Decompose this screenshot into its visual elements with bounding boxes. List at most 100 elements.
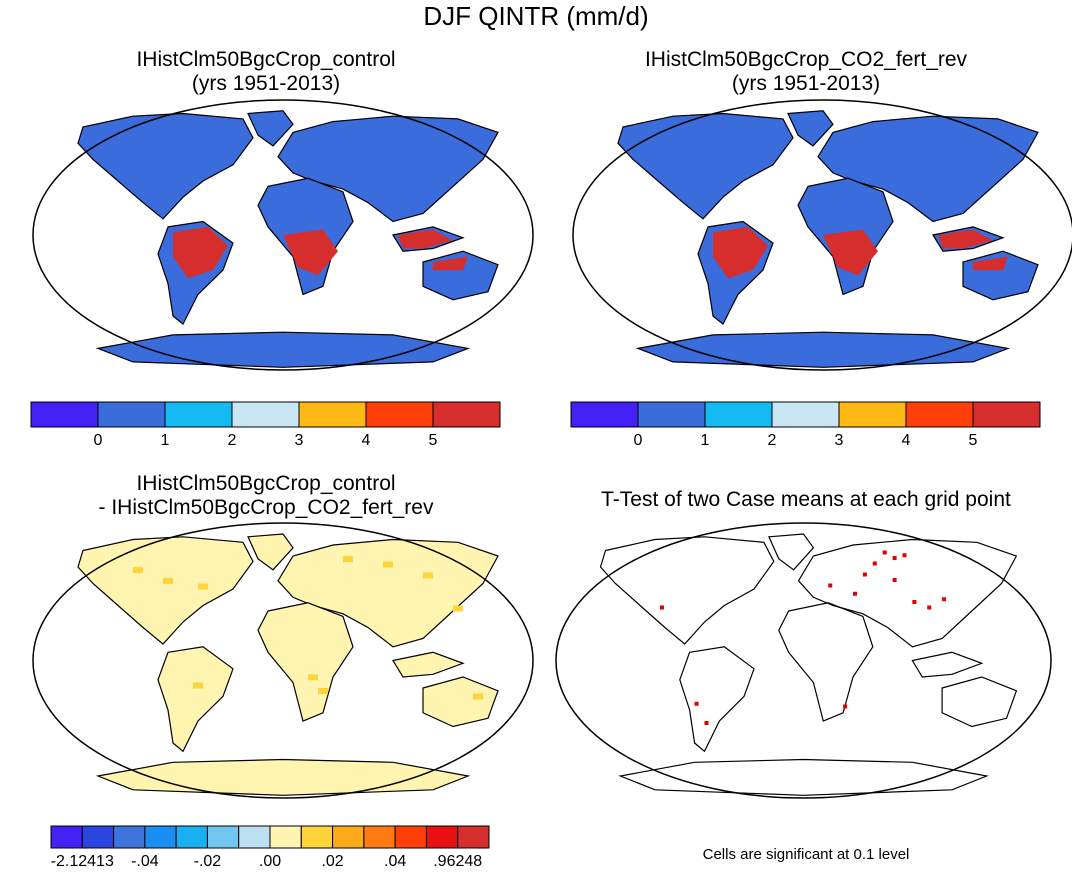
field-colorbar-right-tick-label: 3 xyxy=(835,432,844,449)
field-colorbar-left-tick-label: 3 xyxy=(295,432,304,449)
panel-3-maritime-asia xyxy=(392,651,465,678)
difference-colorbar-swatch-12 xyxy=(425,825,459,849)
panel-2-amazon-high xyxy=(713,226,768,279)
field-colorbar-right-tick-label: 0 xyxy=(634,432,643,449)
panel-1-central-africa-high xyxy=(283,229,338,276)
field-colorbar-left-tick-label: 2 xyxy=(228,432,237,449)
field-colorbar-right-tick-label: 1 xyxy=(701,432,710,449)
field-colorbar-right-swatch-4 xyxy=(838,401,907,428)
panel-2-map xyxy=(572,99,1072,371)
difference-colorbar-swatch-7 xyxy=(269,825,302,849)
field-colorbar-right-tick-label: 2 xyxy=(768,432,777,449)
panel-4-sig-cell-1 xyxy=(892,556,897,560)
panel-3-map xyxy=(32,522,534,799)
field-colorbar-right-tick-label: 4 xyxy=(902,432,911,449)
panel-2-outline xyxy=(572,99,1072,371)
difference-colorbar-tick-label: .02 xyxy=(321,853,343,870)
panel-4-sig-cell-8 xyxy=(942,597,947,602)
panel-3-anomaly-10 xyxy=(473,693,483,700)
difference-colorbar: -2.12413 -.04 -.02 .00 .02 .04 .96248 xyxy=(50,825,490,870)
panel-4-sig-cell-2 xyxy=(902,553,907,558)
panel-1-title: IHistClm50BgcCrop_control (yrs 1951-2013… xyxy=(66,48,466,96)
panel-4-sig-cell-7 xyxy=(927,605,932,610)
panel-4-map xyxy=(555,522,1052,799)
panel-4-outline xyxy=(555,522,1052,799)
panel-3-greenland xyxy=(247,533,294,571)
panel-1-greenland xyxy=(247,110,294,147)
field-colorbar-left-swatch-1 xyxy=(97,401,166,428)
panel-3-anomaly-2 xyxy=(198,583,208,590)
panel-3-anomaly-5 xyxy=(423,572,433,579)
difference-colorbar-tick-label: -.02 xyxy=(194,853,222,870)
panel-4-sig-cell-10 xyxy=(862,572,867,577)
field-colorbar-right-swatch-1 xyxy=(637,401,706,428)
panel-3-australia xyxy=(422,676,499,728)
difference-colorbar-swatch-8 xyxy=(300,825,334,849)
panel-2-greenland xyxy=(787,110,834,147)
panel-4-greenland xyxy=(768,533,815,571)
field-colorbar-right-swatch-6 xyxy=(972,401,1041,428)
panel-2-central-africa-high xyxy=(823,229,878,276)
panel-3-outline xyxy=(32,522,534,799)
panel-3-anomaly-3 xyxy=(343,556,353,562)
panel-3-anomaly-9 xyxy=(193,682,203,689)
panel-3-anomaly-6 xyxy=(453,605,463,612)
panel-1-amazon-high xyxy=(173,226,228,279)
panel-1-map xyxy=(32,99,534,371)
panel-4-title: T-Test of two Case means at each grid po… xyxy=(601,488,1011,511)
panel-3-antarctica xyxy=(95,758,471,796)
panel-2-title: IHistClm50BgcCrop_CO2_fert_rev (yrs 1951… xyxy=(606,48,1006,96)
panel-1-indonesia-high xyxy=(398,229,453,249)
panel-4-sig-cell-9 xyxy=(892,578,897,582)
field-colorbar-right-swatch-3 xyxy=(771,401,840,428)
panel-4-sig-cell-5 xyxy=(853,591,857,596)
field-colorbar-left-tick-label: 4 xyxy=(362,432,371,449)
panel-1-outline xyxy=(32,99,534,371)
field-colorbar-left-tick-label: 1 xyxy=(161,432,170,449)
panel-4-sig-cell-4 xyxy=(828,583,833,588)
panel-3-anomaly-4 xyxy=(383,561,393,568)
panel-3-north-america xyxy=(77,536,254,645)
field-colorbar-left-swatch-0 xyxy=(30,401,99,428)
panel-1-north-australia-high xyxy=(433,256,468,271)
panel-2-antarctica xyxy=(635,331,1011,368)
panel-3-anomaly-8 xyxy=(318,688,328,694)
panel-4-maritime-asia xyxy=(911,651,984,678)
panel-2-north-australia-high xyxy=(973,256,1008,271)
panel-4-north-america xyxy=(599,536,775,645)
difference-colorbar-swatch-2 xyxy=(113,825,146,849)
difference-colorbar-tick-label: .04 xyxy=(384,853,406,870)
field-colorbar-left-swatch-4 xyxy=(298,401,367,428)
field-colorbar-left-swatch-5 xyxy=(365,401,434,428)
panel-4-australia xyxy=(941,676,1018,728)
panel-4-sig-cell-3 xyxy=(872,561,877,566)
panel-3-anomaly-0 xyxy=(133,567,143,573)
panel-3-anomaly-7 xyxy=(308,674,318,681)
field-colorbar-right-swatch-0 xyxy=(570,401,639,428)
field-colorbar-left-swatch-3 xyxy=(231,401,300,428)
panel-3-south-america xyxy=(157,646,234,753)
field-colorbar-left-tick-label: 5 xyxy=(429,432,438,449)
difference-colorbar-swatch-0 xyxy=(50,825,83,849)
panel-4-ocean xyxy=(556,523,1051,798)
panel-1-title-line1: IHistClm50BgcCrop_control xyxy=(136,48,396,71)
difference-colorbar-swatch-9 xyxy=(332,825,365,849)
panel-2-north-america xyxy=(617,112,794,220)
panel-1-antarctica xyxy=(95,331,471,368)
panel-4-sig-cell-11 xyxy=(694,701,699,706)
field-colorbar-right-swatch-2 xyxy=(704,401,773,428)
difference-colorbar-swatch-3 xyxy=(144,825,177,849)
panel-4-sig-cell-14 xyxy=(843,704,848,709)
field-colorbar-left: 0 1 2 3 4 5 xyxy=(30,401,501,449)
difference-colorbar-swatch-5 xyxy=(206,825,240,849)
difference-colorbar-swatch-11 xyxy=(394,825,427,849)
panel-2-title-line2: (yrs 1951-2013) xyxy=(731,72,881,96)
panel-1-title-line2: (yrs 1951-2013) xyxy=(191,72,341,96)
difference-colorbar-tick-label: -2.12413 xyxy=(51,853,114,870)
difference-colorbar-tick-label: .00 xyxy=(259,853,281,870)
panel-4-antarctica xyxy=(618,758,989,796)
panel-4-south-america xyxy=(679,646,755,753)
panel-3-africa xyxy=(257,602,354,722)
panel-4-sig-cell-12 xyxy=(704,721,709,725)
difference-colorbar-swatch-13 xyxy=(457,825,490,849)
